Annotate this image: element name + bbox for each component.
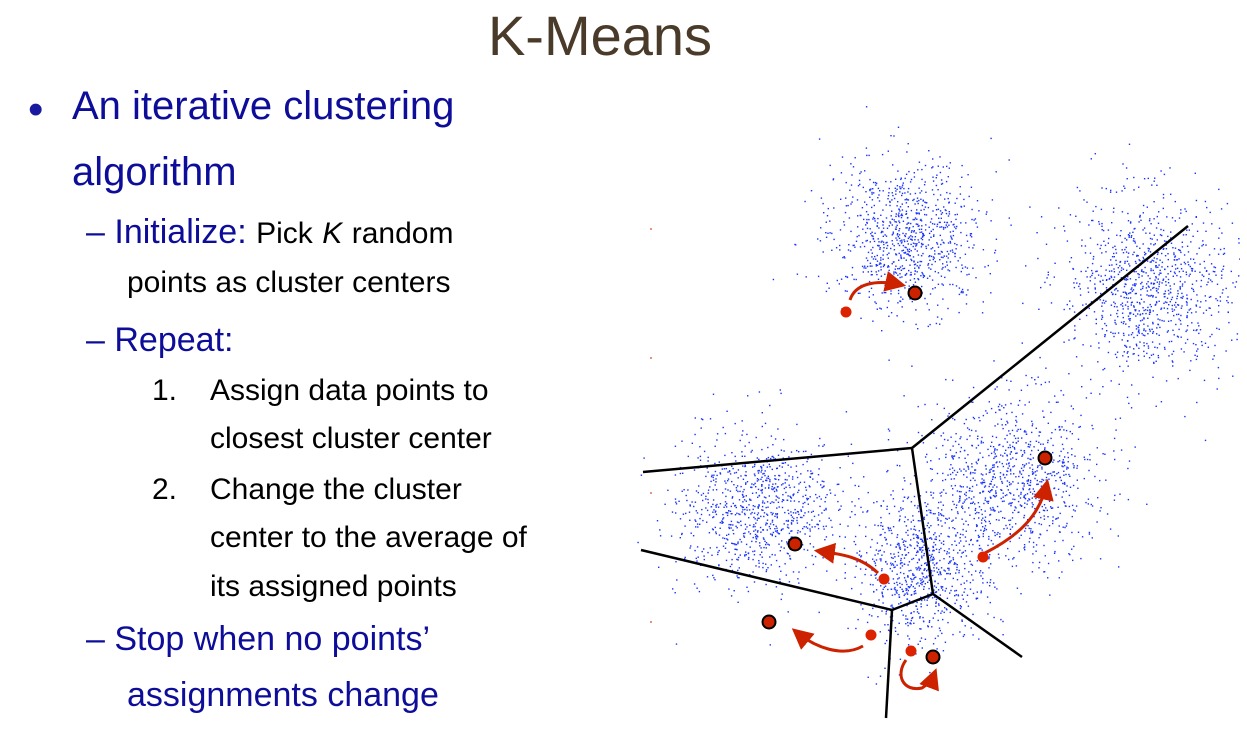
repeat-item-2-number: 2. — [152, 473, 178, 506]
arrow-icon — [899, 659, 939, 692]
initial-center-dot — [840, 306, 852, 318]
arrow-icon — [791, 628, 864, 653]
initial-center-dot — [865, 629, 877, 641]
initialize-text-before-k: Pick — [256, 217, 313, 250]
updated-center-dot — [787, 536, 803, 552]
kmeans-diagram — [637, 106, 1240, 719]
initial-centers — [840, 306, 989, 657]
arrow-icon — [848, 271, 907, 301]
repeat-step: – Repeat: — [86, 323, 233, 357]
repeat-label: Repeat: — [114, 321, 234, 359]
repeat-item-1-number: 1. — [152, 374, 178, 407]
initialize-k-variable: K — [322, 217, 343, 250]
en-dash-icon: – — [86, 620, 105, 658]
repeat-item-1-line-2: closest cluster center — [210, 422, 492, 455]
stop-line-1: Stop when no points’ — [114, 620, 431, 658]
bullet-line-1: An iterative clustering — [72, 84, 455, 128]
boundary-line — [640, 548, 893, 612]
stop-line-2: assignments change — [127, 676, 439, 714]
updated-center-dot — [907, 285, 923, 301]
bullet-line-2: algorithm — [72, 150, 237, 194]
repeat-item-2-line-2: center to the average of — [210, 521, 527, 554]
updated-center-dot — [1037, 450, 1053, 466]
updated-centers — [761, 285, 1053, 665]
bullet-dot-icon: • — [28, 85, 44, 134]
initialize-line-2: points as cluster centers — [127, 266, 451, 299]
initial-center-dot — [977, 551, 989, 563]
boundary-line — [910, 447, 935, 595]
repeat-item-2-line-1: Change the cluster — [210, 473, 462, 506]
boundary-line — [642, 446, 913, 474]
boundary-line — [884, 609, 894, 719]
en-dash-icon: – — [86, 213, 105, 251]
repeat-item-2-line-3: its assigned points — [210, 570, 457, 603]
initialize-text-after-k: random — [351, 217, 454, 250]
margin-marks — [650, 228, 652, 623]
initial-center-dot — [878, 573, 890, 585]
slide-title: K-Means — [487, 4, 713, 67]
repeat-item-1-line-1: Assign data points to — [210, 374, 489, 407]
updated-center-dot — [925, 649, 941, 665]
boundary-line — [932, 592, 1023, 659]
initialize-step: – Initialize: Pick K random — [86, 215, 453, 249]
arrow-icon — [813, 542, 880, 575]
initial-center-dot — [905, 645, 917, 657]
en-dash-icon: – — [86, 321, 105, 359]
move-arrows — [791, 271, 1054, 692]
stop-step: – Stop when no points’ — [86, 622, 430, 656]
boundary-line — [911, 225, 1189, 449]
updated-center-dot — [761, 614, 777, 630]
initialize-label: Initialize: — [114, 213, 247, 251]
cluster-boundaries — [640, 225, 1189, 719]
boundary-line — [891, 592, 934, 612]
arrow-icon — [984, 478, 1054, 555]
